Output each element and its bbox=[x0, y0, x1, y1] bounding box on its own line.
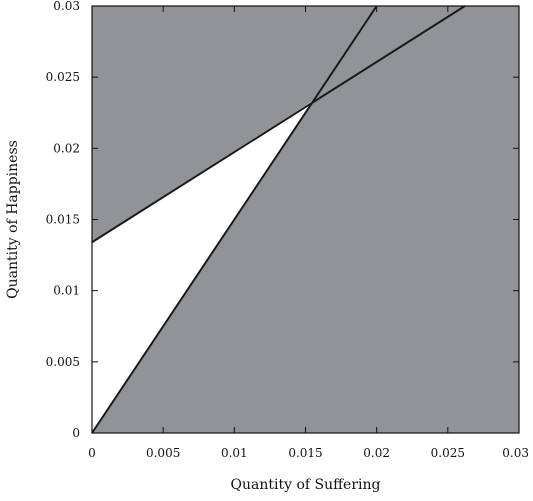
series-line-0 bbox=[91, 5, 378, 434]
y-tick-label: 0.015 bbox=[46, 213, 80, 227]
x-axis-label: Quantity of Suffering bbox=[231, 477, 381, 493]
y-tick-label: 0.025 bbox=[46, 70, 80, 84]
series-lines bbox=[91, 5, 466, 434]
x-axis-ticks: 0 0.005 0.01 0.015 0.02 0.025 0.03 bbox=[88, 6, 529, 460]
y-axis-label: Quantity of Happiness bbox=[5, 140, 21, 299]
x-tick-label: 0.025 bbox=[431, 446, 465, 460]
y-tick-label: 0.005 bbox=[46, 355, 80, 369]
y-tick-label: 0.03 bbox=[53, 0, 80, 13]
y-tick-label: 0.02 bbox=[53, 141, 80, 155]
x-tick-label: 0 bbox=[88, 446, 96, 460]
x-tick-label: 0.03 bbox=[502, 446, 529, 460]
x-tick-label: 0.02 bbox=[363, 446, 390, 460]
series-line-1 bbox=[91, 5, 466, 244]
x-tick-label: 0.015 bbox=[288, 446, 322, 460]
y-tick-label: 0.01 bbox=[53, 284, 80, 298]
y-tick-label: 0 bbox=[72, 426, 80, 440]
x-tick-label: 0.01 bbox=[221, 446, 248, 460]
x-tick-label: 0.005 bbox=[146, 446, 180, 460]
y-axis-ticks: 0 0.005 0.01 0.015 0.02 0.025 0.03 bbox=[46, 0, 519, 440]
